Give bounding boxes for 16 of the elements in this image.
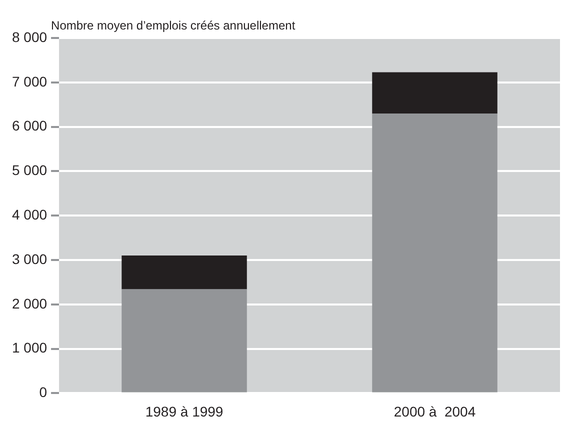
bar — [372, 72, 498, 114]
y-tick-label: 8 000 — [12, 28, 48, 45]
y-tick-label: 5 000 — [12, 162, 48, 178]
y-tick-label: 7 000 — [12, 73, 48, 90]
y-tick-label: 2 000 — [12, 295, 48, 312]
y-tick-label: 4 000 — [12, 206, 48, 222]
bar — [122, 256, 247, 290]
y-tick-label: 3 000 — [12, 250, 48, 267]
x-tick-label: 1989 à 1999 — [145, 403, 224, 420]
bar — [122, 289, 247, 392]
y-tick-label: 1 000 — [12, 340, 48, 356]
bar — [372, 113, 498, 392]
y-axis-title: Nombre moyen d’emplois créés annuellement — [51, 18, 296, 32]
x-tick-label: 2000 à 2004 — [394, 403, 476, 420]
y-tick-label: 0 — [39, 384, 48, 400]
y-tick-label: 6 000 — [12, 118, 48, 134]
